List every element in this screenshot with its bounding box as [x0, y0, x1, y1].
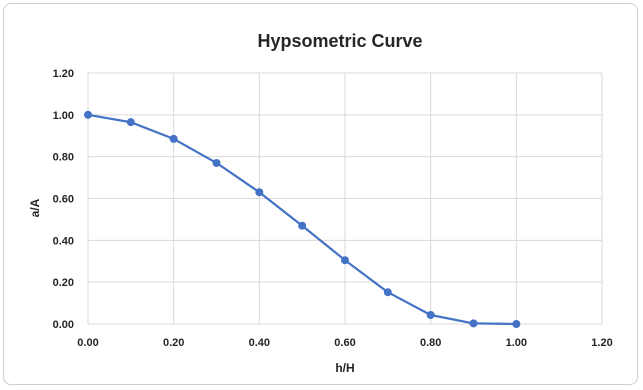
y-tick-labels: 0.00 0.20 0.40 0.60 0.80 1.00 1.20 — [53, 68, 74, 331]
y-tick-label: 0.60 — [53, 194, 74, 206]
x-tick-labels: 0.00 0.20 0.40 0.60 0.80 1.00 1.20 — [77, 337, 612, 349]
y-tick-label: 0.40 — [53, 235, 74, 247]
data-point — [212, 158, 221, 167]
y-tick-label: 0.20 — [53, 277, 74, 289]
chart-area — [3, 3, 638, 385]
x-tick-label: 0.80 — [420, 337, 441, 349]
x-tick-label: 1.00 — [506, 337, 527, 349]
x-tick-label: 0.00 — [77, 337, 98, 349]
data-point — [255, 188, 264, 197]
data-point — [126, 118, 135, 127]
x-tick-label: 0.40 — [249, 337, 270, 349]
chart-title: Hypsometric Curve — [257, 31, 422, 51]
y-tick-label: 0.00 — [53, 319, 74, 331]
data-point — [512, 320, 521, 328]
y-tick-label: 1.00 — [53, 110, 74, 122]
y-tick-label: 0.80 — [53, 152, 74, 164]
series-line — [87, 113, 517, 326]
gridlines — [87, 72, 603, 325]
series-group — [84, 110, 521, 328]
x-tick-label: 0.20 — [163, 337, 184, 349]
data-point — [383, 288, 392, 297]
y-tick-label: 1.20 — [53, 68, 74, 80]
x-tick-label: 1.20 — [591, 337, 612, 349]
data-point — [169, 134, 178, 143]
x-axis-title: h/H — [335, 361, 354, 375]
data-point — [298, 221, 307, 230]
y-axis-title: a/A — [28, 198, 42, 217]
data-point — [469, 319, 478, 328]
data-point — [84, 110, 92, 119]
x-tick-label: 0.60 — [334, 337, 355, 349]
data-point — [341, 256, 349, 265]
data-point — [426, 311, 435, 320]
